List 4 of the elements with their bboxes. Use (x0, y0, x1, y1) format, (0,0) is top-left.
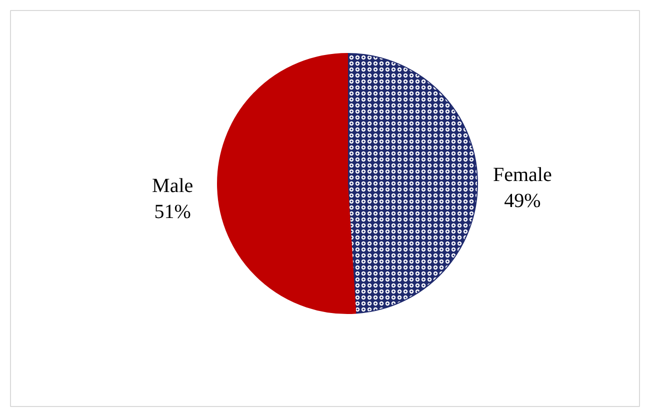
slice-label: Male (152, 174, 194, 197)
slice-label: Female (492, 164, 552, 186)
data-label: 49% (504, 190, 541, 212)
data-label: 51% (154, 201, 191, 224)
